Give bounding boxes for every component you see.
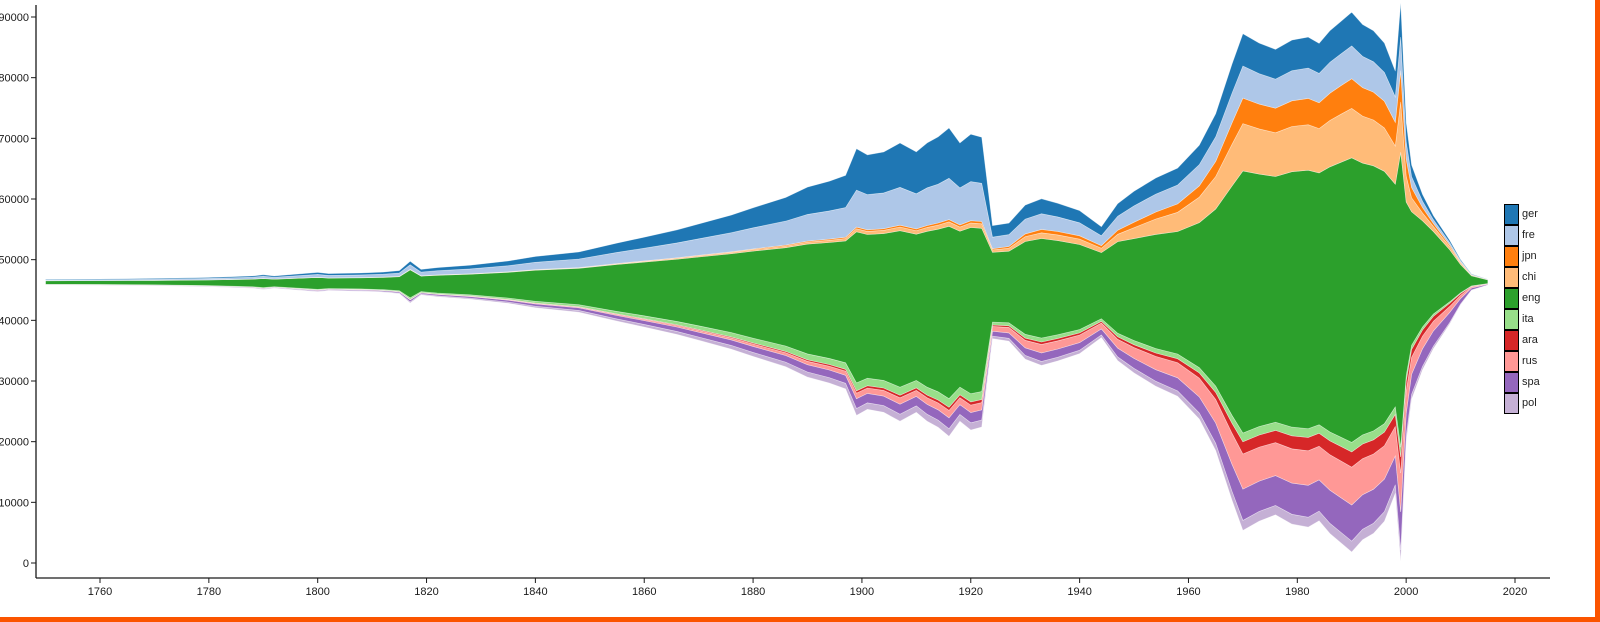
legend-swatch-spa (1504, 371, 1519, 393)
y-tick-label: 60000 (0, 194, 29, 206)
legend-label-chi: chi (1522, 271, 1537, 283)
y-tick-label: 80000 (0, 73, 29, 85)
x-tick-label: 1780 (197, 586, 221, 598)
legend-swatch-fre (1504, 224, 1519, 246)
y-tick-label: 20000 (0, 437, 29, 449)
y-tick-label: 50000 (0, 255, 29, 267)
x-tick-label: 2000 (1394, 586, 1418, 598)
x-tick-label: 1940 (1067, 586, 1091, 598)
legend-label-eng: eng (1522, 292, 1541, 304)
legend-label-ita: ita (1522, 313, 1534, 325)
legend-item-pol[interactable]: pol (1504, 392, 1540, 414)
legend-label-rus: rus (1522, 355, 1538, 367)
legend-swatch-jpn (1504, 245, 1519, 267)
accent-border-right (1595, 0, 1600, 622)
stream-layer-eng[interactable] (45, 152, 1489, 448)
legend-label-ger: ger (1522, 208, 1538, 220)
legend-label-spa: spa (1522, 376, 1540, 388)
legend-item-spa[interactable]: spa (1504, 371, 1540, 393)
legend: ger fre jpn chi eng ita ara rus spa pol (1504, 204, 1540, 414)
x-tick-label: 1960 (1176, 586, 1200, 598)
legend-swatch-chi (1504, 266, 1519, 288)
axes: 0 10000 20000 30000 40000 50000 60000 70000 8000… (0, 5, 1550, 598)
x-tick-label: 1920 (959, 586, 983, 598)
legend-item-fre[interactable]: fre (1504, 224, 1540, 246)
x-tick-label: 1820 (414, 586, 438, 598)
legend-swatch-ger (1504, 204, 1519, 225)
legend-swatch-ara (1504, 329, 1519, 351)
legend-label-jpn: jpn (1522, 250, 1537, 262)
legend-item-chi[interactable]: chi (1504, 266, 1540, 288)
legend-label-ara: ara (1522, 334, 1538, 346)
legend-swatch-ita (1504, 308, 1519, 330)
legend-swatch-eng (1504, 287, 1519, 309)
y-tick-label: 70000 (0, 133, 29, 145)
legend-swatch-pol (1504, 392, 1519, 414)
y-tick-label: 40000 (0, 315, 29, 327)
x-tick-label: 1840 (523, 586, 547, 598)
y-tick-label: 30000 (0, 376, 29, 388)
x-tick-label: 1900 (850, 586, 874, 598)
legend-label-pol: pol (1522, 397, 1537, 409)
stream-layer-ger[interactable] (45, 2, 1489, 281)
legend-item-rus[interactable]: rus (1504, 350, 1540, 372)
legend-swatch-rus (1504, 350, 1519, 372)
legend-item-ger[interactable]: ger (1504, 204, 1540, 225)
stream-layers (45, 2, 1489, 562)
x-tick-label: 1980 (1285, 586, 1309, 598)
x-tick-label: 1860 (632, 586, 656, 598)
accent-border-bottom (0, 617, 1600, 622)
legend-item-ita[interactable]: ita (1504, 308, 1540, 330)
y-tick-label: 90000 (0, 12, 29, 24)
y-tick-label: 10000 (0, 497, 29, 509)
legend-item-ara[interactable]: ara (1504, 329, 1540, 351)
x-tick-label: 2020 (1503, 586, 1527, 598)
legend-item-eng[interactable]: eng (1504, 287, 1541, 309)
x-tick-label: 1880 (741, 586, 765, 598)
legend-label-fre: fre (1522, 229, 1535, 241)
legend-item-jpn[interactable]: jpn (1504, 245, 1540, 267)
x-tick-label: 1800 (305, 586, 329, 598)
y-tick-label: 0 (23, 558, 29, 570)
x-tick-label: 1760 (88, 586, 112, 598)
